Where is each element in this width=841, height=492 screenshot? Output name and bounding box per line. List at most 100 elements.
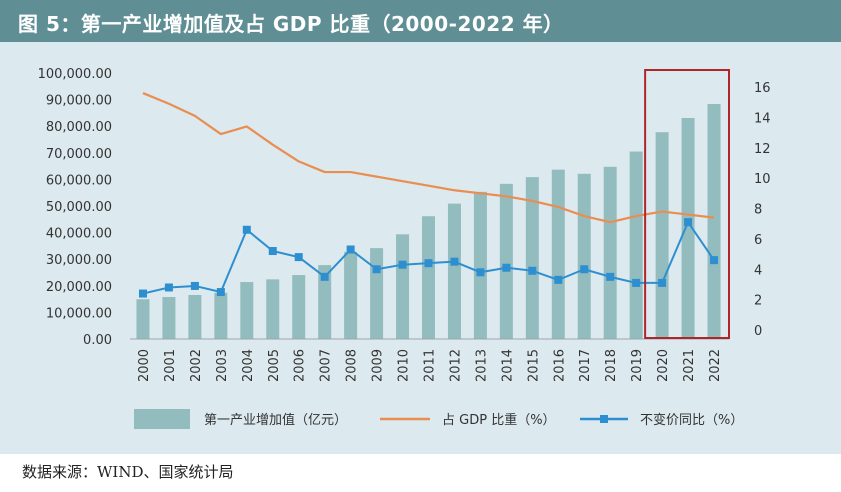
yoy-growth-point-2019: [632, 278, 641, 287]
yoy-growth-point-2005: [268, 247, 277, 256]
yoy-growth-point-2014: [502, 263, 511, 272]
bar-2001: [162, 297, 176, 339]
chart-panel: [0, 42, 841, 454]
x-tick-label-2000: 2000: [137, 349, 152, 382]
yoy-growth-point-2008: [346, 245, 355, 254]
x-tick-label-2001: 2001: [163, 349, 178, 382]
yoy-growth-point-2018: [606, 272, 615, 281]
right-axis-tick-label: 6: [754, 233, 762, 248]
right-axis-tick-label: 2: [754, 294, 762, 309]
x-tick-label-2003: 2003: [215, 349, 230, 382]
bar-2019: [629, 151, 643, 339]
x-tick-label-2010: 2010: [397, 349, 412, 382]
yoy-growth-point-2001: [164, 283, 173, 292]
x-tick-label-2021: 2021: [682, 349, 697, 382]
bar-2006: [292, 275, 306, 339]
x-tick-label-2004: 2004: [241, 349, 256, 382]
left-axis-tick-label: 60,000.00: [46, 173, 112, 188]
right-axis-tick-label: 8: [754, 203, 762, 218]
right-axis-tick-label: 10: [754, 172, 771, 187]
x-tick-label-2007: 2007: [319, 349, 334, 382]
yoy-growth-point-2004: [242, 225, 251, 234]
yoy-growth-point-2003: [216, 288, 225, 297]
source-note: 数据来源：WIND、国家统计局: [22, 463, 234, 481]
bar-2012: [447, 203, 461, 339]
yoy-growth-point-2000: [138, 289, 147, 298]
x-tick-label-2006: 2006: [293, 349, 308, 382]
x-tick-label-2022: 2022: [708, 349, 723, 382]
yoy-growth-point-2009: [372, 265, 381, 274]
bar-2022: [707, 104, 721, 340]
bar-2013: [473, 191, 487, 339]
x-tick-label-2002: 2002: [189, 349, 204, 382]
bar-2005: [266, 279, 280, 339]
x-tick-label-2013: 2013: [474, 349, 489, 382]
bar-2016: [551, 169, 565, 339]
yoy-growth-point-2016: [554, 275, 563, 284]
bar-2020: [655, 132, 669, 339]
x-tick-label-2016: 2016: [552, 349, 567, 382]
bar-2008: [344, 251, 358, 339]
left-axis-tick-label: 0.00: [83, 333, 112, 348]
x-tick-label-2014: 2014: [500, 349, 515, 382]
title-bar: 图 5：第一产业增加值及占 GDP 比重（2000-2022 年）: [0, 0, 841, 42]
x-tick-label-2011: 2011: [423, 349, 438, 382]
bar-2021: [681, 117, 695, 339]
chart-svg: 100,000.00 90,000.00 80,000.00 70,000.00 60,…: [38, 67, 771, 429]
left-axis-tick-label: 80,000.00: [46, 120, 112, 135]
yoy-growth-point-2010: [398, 260, 407, 269]
bar-2007: [318, 265, 332, 339]
bar-2010: [396, 234, 410, 339]
legend-growth-marker: [600, 415, 608, 423]
legend-bar-label: 第一产业增加值（亿元）: [204, 412, 347, 428]
bar-2017: [577, 173, 591, 339]
legend-growth-label: 不变价同比（%）: [640, 412, 743, 428]
yoy-growth-point-2012: [450, 257, 459, 266]
legend-bar-swatch: [134, 409, 190, 429]
bar-2000: [136, 299, 150, 339]
yoy-growth-point-2022: [710, 256, 719, 265]
yoy-growth-point-2021: [684, 218, 693, 227]
bar-2003: [214, 292, 228, 339]
left-axis-tick-label: 40,000.00: [46, 227, 112, 242]
x-tick-label-2020: 2020: [656, 349, 671, 382]
x-tick-label-2015: 2015: [526, 349, 541, 382]
left-axis-tick-label: 70,000.00: [46, 147, 112, 162]
bar-2015: [525, 177, 539, 339]
figure-title: 图 5：第一产业增加值及占 GDP 比重（2000-2022 年）: [18, 12, 564, 36]
x-tick-label-2009: 2009: [371, 349, 386, 382]
bar-2018: [603, 166, 617, 339]
left-axis-tick-label: 50,000.00: [46, 200, 112, 215]
share-of-gdp-line: [142, 92, 715, 224]
x-tick-label-2018: 2018: [604, 349, 619, 382]
left-axis-tick-label: 30,000.00: [46, 253, 112, 268]
x-tick-label-2005: 2005: [267, 349, 282, 382]
left-axis-tick-label: 20,000.00: [46, 280, 112, 295]
bar-2002: [188, 295, 202, 339]
right-axis-tick-label: 12: [754, 142, 771, 157]
bar-2009: [370, 248, 384, 339]
left-axis-tick-label: 10,000.00: [46, 306, 112, 321]
yoy-growth-point-2002: [190, 281, 199, 290]
yoy-growth-point-2017: [580, 265, 589, 274]
highlight-box: [644, 69, 730, 339]
x-tick-label-2008: 2008: [345, 349, 360, 382]
left-axis-tick-label: 90,000.00: [46, 94, 112, 109]
left-axis-tick-label: 100,000.00: [38, 67, 112, 82]
right-axis-tick-label: 14: [754, 111, 771, 126]
yoy-growth-point-2013: [476, 268, 485, 277]
right-axis-tick-label: 16: [754, 81, 771, 96]
x-tick-label-2019: 2019: [630, 349, 645, 382]
legend-share-label: 占 GDP 比重（%）: [442, 412, 556, 428]
yoy-growth-point-2011: [424, 259, 433, 268]
bar-2004: [240, 282, 254, 339]
bar-2014: [499, 183, 513, 339]
yoy-growth-point-2006: [294, 253, 303, 262]
yoy-growth-point-2007: [320, 272, 329, 281]
yoy-growth-point-2015: [528, 266, 537, 275]
bar-2011: [422, 216, 435, 339]
right-axis-tick-label: 0: [754, 324, 762, 339]
x-tick-label-2017: 2017: [578, 349, 593, 382]
x-tick-label-2012: 2012: [448, 349, 463, 382]
right-axis-tick-label: 4: [754, 263, 762, 278]
